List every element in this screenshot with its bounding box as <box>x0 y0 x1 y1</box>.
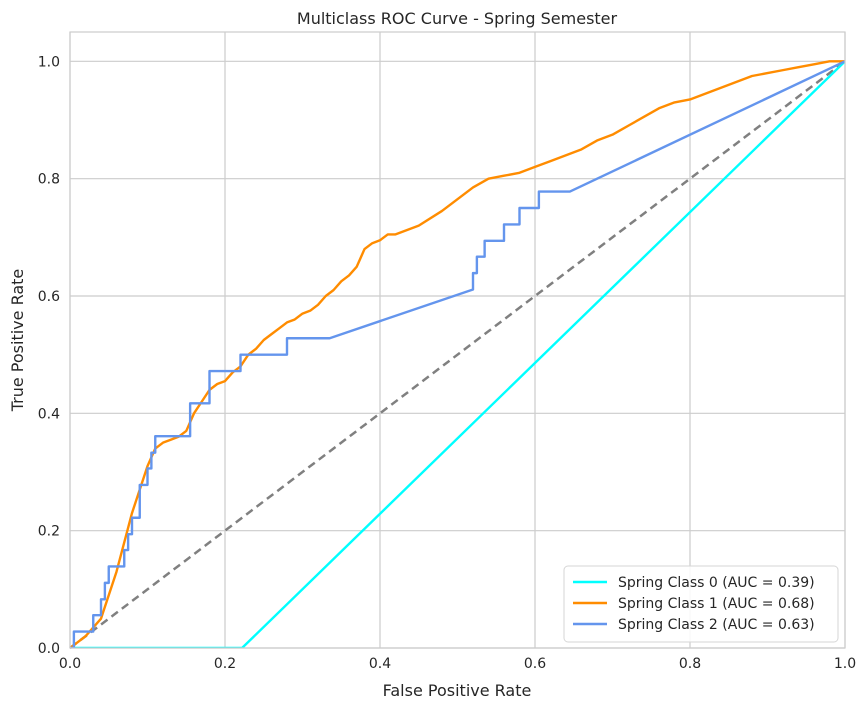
plot-frame <box>69 31 846 649</box>
y-tick-label: 0.0 <box>38 641 60 657</box>
x-tick-label: 0.6 <box>524 656 546 672</box>
grid <box>69 32 846 649</box>
roc-line-class-2 <box>70 60 845 648</box>
x-tick-label: 0.8 <box>679 656 701 672</box>
legend-label-class-1: Spring Class 1 (AUC = 0.68) <box>618 596 815 612</box>
y-tick-label: 0.2 <box>38 524 60 540</box>
roc-line-class-0 <box>70 60 845 648</box>
legend-box <box>563 565 839 643</box>
y-tick-label: 0.6 <box>38 289 60 305</box>
x-axis-label: False Positive Rate <box>383 681 532 700</box>
x-tick-label: 0.2 <box>214 656 236 672</box>
y-tick-labels: 0.0 0.2 0.4 0.6 0.8 1.0 <box>38 54 60 657</box>
y-tick-label: 1.0 <box>38 54 60 70</box>
chance-diagonal-line <box>69 60 846 649</box>
x-tick-labels: 0.0 0.2 0.4 0.6 0.8 1.0 <box>59 656 856 672</box>
roc-line-class-1 <box>70 60 845 648</box>
chart-title: Multiclass ROC Curve - Spring Semester <box>297 9 618 28</box>
legend: Spring Class 0 (AUC = 0.39) Spring Class … <box>563 565 839 643</box>
y-tick-label: 0.8 <box>38 172 60 188</box>
legend-label-class-2: Spring Class 2 (AUC = 0.63) <box>618 617 815 633</box>
y-tick-label: 0.4 <box>38 406 60 422</box>
legend-label-class-0: Spring Class 0 (AUC = 0.39) <box>618 575 815 591</box>
x-tick-label: 0.0 <box>59 656 81 672</box>
x-tick-label: 1.0 <box>834 656 856 672</box>
series-lines <box>70 60 845 648</box>
y-axis-label: True Positive Rate <box>8 269 27 413</box>
x-tick-label: 0.4 <box>369 656 391 672</box>
chance-line <box>69 60 846 649</box>
